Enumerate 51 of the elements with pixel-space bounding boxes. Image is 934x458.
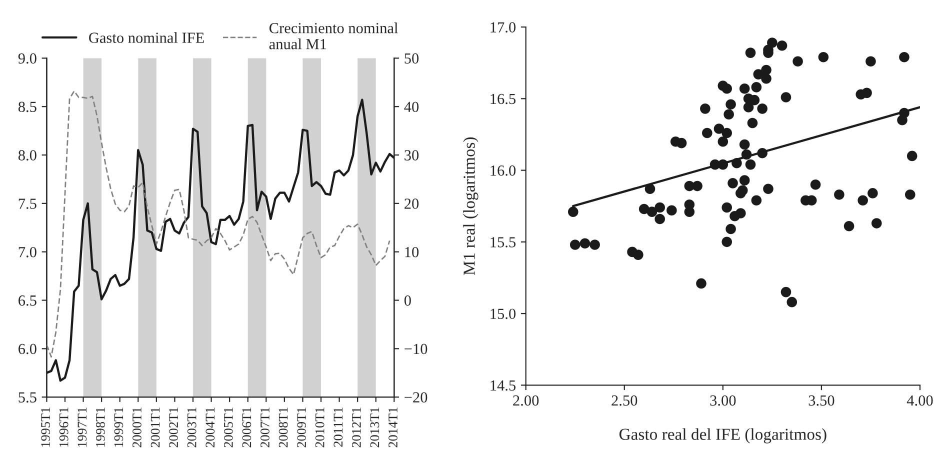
x-tick-label: 3.00 xyxy=(710,395,736,406)
x-tick-label: 2.00 xyxy=(513,395,539,406)
x-tick-label: 2014T1 xyxy=(388,408,398,448)
y-tick-label: 15.5 xyxy=(490,237,516,248)
x-tick-label: 2.50 xyxy=(612,395,638,406)
x-tick-label: 1998T1 xyxy=(96,408,105,447)
x-tick-label: 2013T1 xyxy=(370,408,380,448)
x-tick-label: 1997T1 xyxy=(78,408,87,447)
x-tick-label: 3.50 xyxy=(808,395,834,406)
y2-tick-label: 0 xyxy=(404,295,411,306)
y-axis-title: M1 real (logaritmos) xyxy=(463,137,478,276)
x-tick-label: 2004T1 xyxy=(206,408,215,448)
x-tick-label: 2003T1 xyxy=(187,408,196,448)
x-tick-label: 2010T1 xyxy=(315,408,324,448)
x-axis-title: Gasto real del IFE (logaritmos) xyxy=(619,428,826,444)
y2-tick-label: −20 xyxy=(404,392,428,403)
x-tick-label: 2002T1 xyxy=(169,408,178,448)
y-tick-label: 8.0 xyxy=(18,150,36,161)
x-tick-label: 2009T1 xyxy=(297,408,306,448)
y-tick-label: 14.5 xyxy=(490,380,516,391)
y2-tick-label: 10 xyxy=(405,246,419,258)
y-tick-label: 7.5 xyxy=(18,198,36,209)
y-tick-label: 16.5 xyxy=(490,94,516,104)
y-tick-label: 5.5 xyxy=(18,392,36,403)
x-tick-label: 2006T1 xyxy=(242,408,252,448)
y2-tick-label: 30 xyxy=(404,150,419,160)
x-tick-label: 2007T1 xyxy=(260,408,270,448)
y-tick-label: 17.0 xyxy=(490,22,516,33)
y-tick-label: 7.0 xyxy=(18,246,36,258)
y-tick-label: 6.0 xyxy=(18,344,36,354)
x-tick-label: 4.00 xyxy=(906,395,933,406)
y-tick-label: 6.5 xyxy=(18,295,36,306)
y-tick-label: 16.0 xyxy=(490,165,516,176)
legend-label: Gasto nominal IFE xyxy=(89,32,204,43)
legend-label: Crecimiento nominal anual M1 xyxy=(269,22,398,50)
x-tick-label: 2005T1 xyxy=(224,408,233,448)
x-tick-label: 2000T1 xyxy=(132,408,142,448)
x-tick-label: 2011T1 xyxy=(334,408,343,447)
y2-tick-label: 50 xyxy=(404,53,419,64)
x-tick-label: 2012T1 xyxy=(352,408,361,448)
y-tick-label: 8.5 xyxy=(18,102,36,112)
y2-tick-label: −10 xyxy=(404,344,428,354)
x-tick-label: 2001T1 xyxy=(150,408,160,448)
x-tick-label: 2008T1 xyxy=(278,408,288,448)
y2-tick-label: 40 xyxy=(404,102,419,112)
x-tick-label: 1996T1 xyxy=(59,408,68,447)
y-tick-label: 9.0 xyxy=(18,53,36,64)
x-tick-label: 1995T1 xyxy=(41,408,50,447)
y2-tick-label: 20 xyxy=(404,198,419,209)
x-tick-label: 1999T1 xyxy=(114,408,124,447)
y-tick-label: 15.0 xyxy=(490,308,516,320)
